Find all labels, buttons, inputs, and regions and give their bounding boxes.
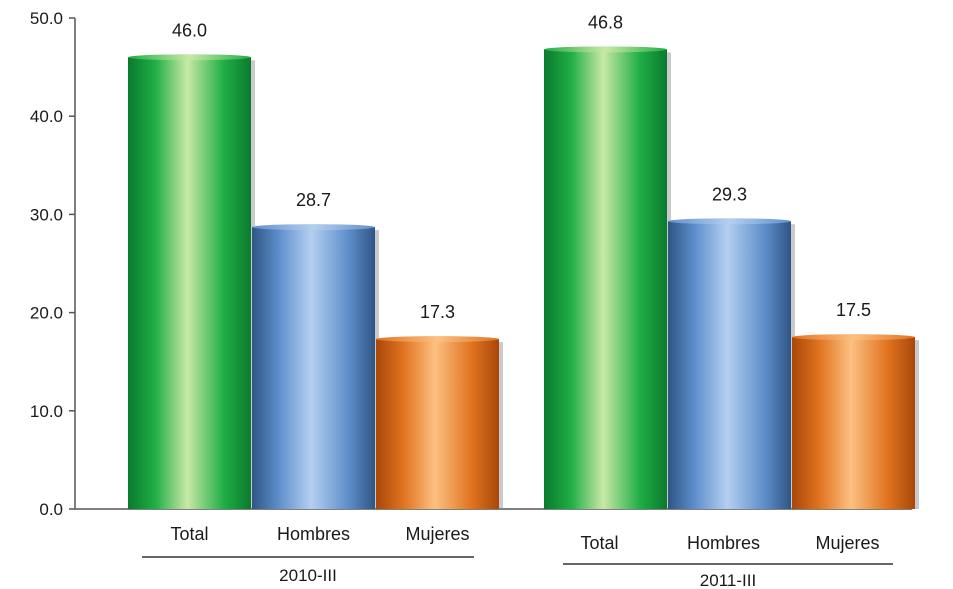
value-label: 46.0 — [172, 20, 207, 40]
x-axis-labels: Total Hombres Mujeres Total Hombres Mujeres 20… — [142, 524, 893, 589]
bar-cap — [668, 218, 791, 225]
y-tick-label: 0.0 — [39, 500, 63, 519]
y-tick-label: 50.0 — [30, 9, 63, 28]
bar-hombres-2010-iii — [252, 227, 375, 509]
value-label: 46.8 — [588, 12, 623, 32]
bars — [128, 46, 919, 510]
y-axis-ticks: 0.0 10.0 20.0 30.0 40.0 50.0 — [30, 9, 75, 519]
bar-mujeres-2010-iii — [376, 339, 499, 509]
y-tick-label: 30.0 — [30, 205, 63, 224]
y-tick-label: 40.0 — [30, 107, 63, 126]
value-label: 28.7 — [296, 190, 331, 210]
value-label: 17.5 — [836, 300, 871, 320]
bar-cap — [252, 224, 375, 231]
value-labels: 46.0 28.7 17.3 46.8 29.3 17.5 — [172, 12, 871, 322]
category-label-total: Total — [170, 524, 208, 544]
bar-cap — [792, 334, 915, 341]
bar-hombres-2011-iii — [668, 221, 791, 510]
bar-cap — [128, 54, 251, 61]
category-label-mujeres: Mujeres — [405, 524, 469, 544]
bar-cap — [376, 336, 499, 343]
category-label-total: Total — [580, 533, 618, 553]
value-label: 17.3 — [420, 302, 455, 322]
group-label-2010-iii: 2010-III — [279, 566, 337, 585]
category-label-mujeres: Mujeres — [815, 533, 879, 553]
y-tick-label: 20.0 — [30, 304, 63, 323]
bar-total-2011-iii — [544, 49, 667, 509]
group-label-2011-iii: 2011-III — [700, 571, 756, 589]
category-label-hombres: Hombres — [687, 533, 760, 553]
y-tick-label: 10.0 — [30, 402, 63, 421]
bar-mujeres-2011-iii — [792, 337, 915, 509]
bar-total-2010-iii — [128, 57, 251, 509]
value-label: 29.3 — [712, 184, 747, 204]
bar-cap — [544, 46, 667, 53]
category-label-hombres: Hombres — [277, 524, 350, 544]
